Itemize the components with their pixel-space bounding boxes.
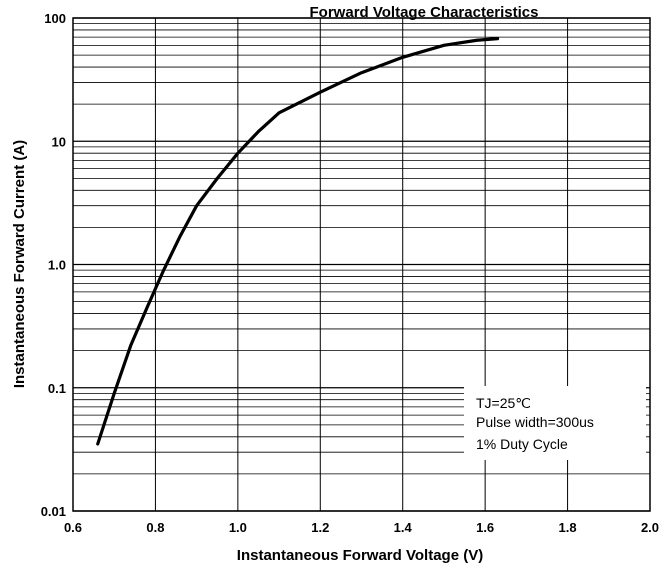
y-tick-label: 0.1 xyxy=(48,381,66,396)
x-tick-label: 1.6 xyxy=(476,520,494,535)
plot-border xyxy=(72,17,651,512)
chart-title: Forward Voltage Characteristics xyxy=(310,4,539,21)
x-tick-label: 0.6 xyxy=(64,520,82,535)
conditions-box-background xyxy=(464,386,646,460)
plot-frame xyxy=(72,17,651,512)
forward-current-curve xyxy=(96,37,500,446)
annotation-pulse-width: Pulse width=300us xyxy=(476,414,594,430)
y-tick-labels: 0.01 0.1 1.0 10 100 xyxy=(41,11,66,519)
x-tick-label: 1.2 xyxy=(311,520,329,535)
x-tick-label: 0.8 xyxy=(146,520,164,535)
y-tick-label: 1.0 xyxy=(48,258,66,273)
conditions-box: TJ=25℃ Pulse width=300us 1% Duty Cycle xyxy=(464,386,646,460)
annotation-duty-cycle: 1% Duty Cycle xyxy=(476,436,568,452)
x-tick-label: 1.8 xyxy=(559,520,577,535)
x-axis-title: Instantaneous Forward Voltage (V) xyxy=(237,547,483,564)
x-tick-label: 1.4 xyxy=(394,520,413,535)
x-tick-label: 1.0 xyxy=(229,520,247,535)
series-layer xyxy=(96,37,500,446)
x-tick-label: 2.0 xyxy=(641,520,659,535)
annotation-tj: TJ=25℃ xyxy=(476,395,531,411)
y-tick-label: 10 xyxy=(52,134,66,149)
y-axis-title: Instantaneous Forward Current (A) xyxy=(11,140,28,388)
y-tick-label: 100 xyxy=(44,11,66,26)
y-tick-label: 0.01 xyxy=(41,504,66,519)
minor-grid xyxy=(73,23,650,475)
x-tick-labels: 0.6 0.8 1.0 1.2 1.4 1.6 1.8 2.0 xyxy=(64,520,659,535)
